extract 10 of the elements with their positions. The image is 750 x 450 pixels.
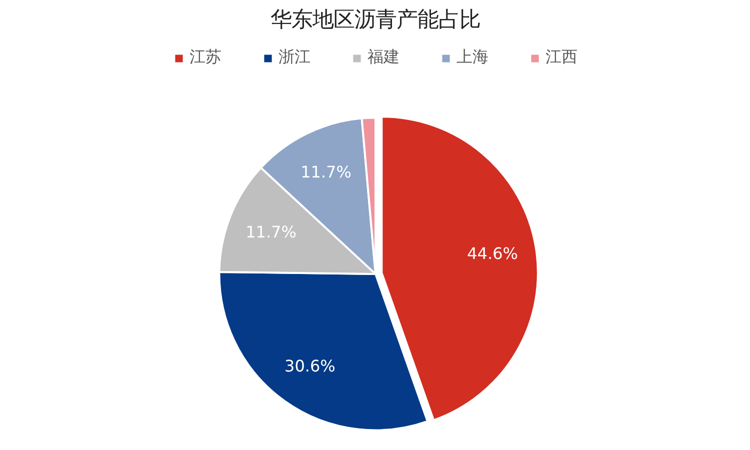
data-label: 11.7% xyxy=(300,162,352,182)
legend-label: 浙江 xyxy=(278,47,310,68)
legend-label: 江西 xyxy=(546,47,578,68)
data-label: 30.6% xyxy=(284,356,336,376)
data-label: 11.7% xyxy=(246,222,296,242)
legend-label: 上海 xyxy=(456,47,488,68)
chart-title: 华东地区沥青产能占比 xyxy=(270,8,480,32)
legend-label: 江苏 xyxy=(190,47,222,68)
data-label: 44.6% xyxy=(467,244,518,264)
legend-label: 福建 xyxy=(368,47,400,68)
